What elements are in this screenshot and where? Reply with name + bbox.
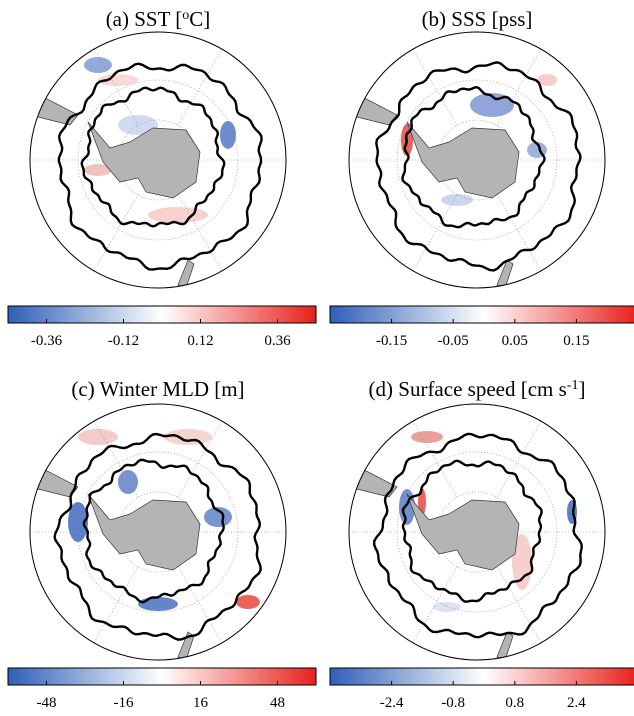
map-border bbox=[348, 403, 606, 661]
colorbar-tick-label: 0.36 bbox=[264, 333, 291, 349]
map-border bbox=[348, 31, 606, 289]
colorbar-tick-label: -48 bbox=[37, 695, 57, 711]
anomaly-patch bbox=[84, 57, 112, 73]
title-text: (c) Winter MLD [m] bbox=[71, 377, 244, 401]
colorbar-tick-label: -0.15 bbox=[376, 333, 407, 349]
antarctica bbox=[406, 493, 520, 571]
colorbar bbox=[7, 667, 317, 686]
colorbar-tick-label: 0.15 bbox=[563, 333, 589, 349]
front-outer bbox=[372, 432, 583, 639]
anomaly-patch bbox=[441, 194, 473, 206]
colorbar-tick-label: 48 bbox=[270, 695, 285, 711]
front-inner bbox=[80, 86, 226, 228]
anomaly-patch bbox=[411, 431, 443, 443]
colorbar-tick-label: -0.36 bbox=[31, 333, 63, 349]
anomaly-patch bbox=[118, 470, 138, 494]
colorbar-tick-label: -0.8 bbox=[441, 695, 465, 711]
title-text: (a) SST [ bbox=[106, 7, 183, 31]
anomaly-patch bbox=[98, 74, 138, 86]
anomaly-patch bbox=[236, 595, 260, 609]
front-inner bbox=[401, 85, 546, 229]
panel: (d) Surface speed [cm s-1] -2.4 -0.8 0.8 2.4 bbox=[329, 377, 634, 711]
title-text: ] bbox=[578, 377, 585, 401]
title-text: C] bbox=[189, 7, 210, 31]
front-inner bbox=[82, 458, 225, 604]
antarctica bbox=[87, 121, 201, 199]
panel-title: (b) SSS [pss] bbox=[422, 7, 533, 31]
title-superscript: -1 bbox=[567, 378, 579, 393]
front-outer bbox=[375, 61, 582, 272]
anomaly-patch bbox=[433, 602, 461, 612]
anomaly-patch bbox=[164, 429, 212, 445]
map-border bbox=[29, 403, 287, 661]
anomaly-patch bbox=[204, 507, 232, 527]
front-outer bbox=[53, 432, 262, 641]
title-superscript: o bbox=[182, 8, 189, 23]
anomaly-patch bbox=[470, 93, 514, 117]
anomaly-patch bbox=[537, 74, 557, 86]
colorbar-tick-label: -0.05 bbox=[438, 333, 469, 349]
front-outer bbox=[57, 62, 263, 271]
title-text: (d) Surface speed [cm s bbox=[369, 377, 567, 401]
colorbar-tick-label: 0.12 bbox=[187, 333, 213, 349]
anomaly-patch bbox=[78, 429, 118, 445]
antarctica bbox=[87, 493, 201, 571]
anomaly-patch bbox=[138, 597, 178, 611]
panel-title: (d) Surface speed [cm s-1] bbox=[369, 377, 586, 401]
colorbar-tick-label: 16 bbox=[193, 695, 209, 711]
anomaly-patch bbox=[220, 121, 236, 149]
colorbar-tick-label: -2.4 bbox=[380, 695, 404, 711]
anomaly-patch bbox=[512, 534, 532, 590]
panel: (a) SST [oC] -0.36 -0.12 0.12 0.36 bbox=[7, 7, 317, 349]
panel-title: (a) SST [oC] bbox=[106, 7, 211, 31]
map-border bbox=[29, 31, 287, 289]
title-text: (b) SSS [pss] bbox=[422, 7, 533, 31]
colorbar bbox=[329, 305, 634, 324]
colorbar-tick-label: 2.4 bbox=[567, 695, 586, 711]
panel-title: (c) Winter MLD [m] bbox=[71, 377, 244, 401]
colorbar-tick-label: -16 bbox=[114, 695, 134, 711]
colorbar bbox=[329, 667, 634, 686]
front-inner bbox=[401, 459, 543, 603]
antarctica bbox=[406, 121, 520, 199]
anomaly-patch bbox=[148, 207, 208, 223]
colorbar-tick-label: 0.8 bbox=[505, 695, 524, 711]
colorbar-tick-label: -0.12 bbox=[108, 333, 139, 349]
colorbar bbox=[7, 305, 317, 324]
map bbox=[30, 32, 286, 288]
map bbox=[349, 404, 605, 660]
colorbar-tick-label: 0.05 bbox=[502, 333, 528, 349]
map bbox=[30, 404, 286, 660]
panel: (b) SSS [pss] -0.15 -0.05 0.05 0.15 bbox=[329, 7, 634, 349]
map bbox=[349, 32, 605, 288]
panel: (c) Winter MLD [m] -48 -16 16 48 bbox=[7, 377, 317, 711]
anomaly-patch bbox=[84, 164, 112, 176]
